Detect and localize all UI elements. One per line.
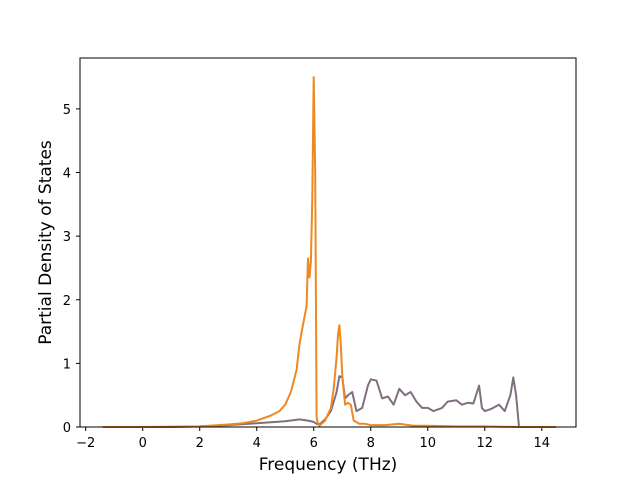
y-tick-label: 1	[63, 357, 71, 372]
y-tick-label: 2	[63, 294, 71, 309]
series-line-2	[102, 76, 556, 428]
series-lines	[102, 76, 556, 428]
x-tick-label: −2	[76, 436, 95, 451]
x-tick-label: 8	[367, 436, 375, 451]
y-tick-label: 4	[63, 167, 71, 182]
plot-frame	[79, 57, 577, 428]
y-tick-label: 3	[63, 230, 71, 245]
x-tick-label: 12	[477, 436, 494, 451]
x-axis-ticks: −2 0 2 4 6 8 10 12 14	[76, 427, 550, 451]
x-tick-label: 2	[196, 436, 204, 451]
y-tick-label: 0	[63, 421, 71, 436]
x-tick-label: 4	[253, 436, 261, 451]
x-tick-label: 0	[139, 436, 147, 451]
series-line-1	[102, 375, 556, 428]
x-tick-label: 6	[310, 436, 318, 451]
x-tick-label: 14	[534, 436, 551, 451]
y-axis-label: Partial Density of States	[36, 140, 56, 345]
y-tick-label: 5	[63, 103, 71, 118]
y-axis-ticks: 0 1 2 3 4 5	[63, 103, 80, 436]
x-axis-label: Frequency (THz)	[259, 455, 398, 475]
x-tick-label: 10	[419, 436, 436, 451]
